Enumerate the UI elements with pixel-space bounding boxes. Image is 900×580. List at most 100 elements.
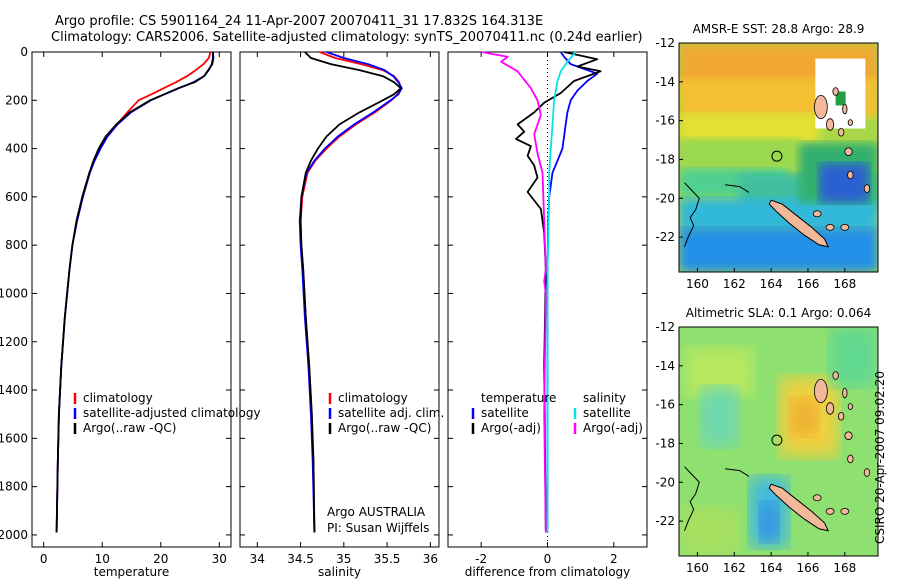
sst-field-patch [679, 228, 878, 272]
map-title: Altimetric SLA: 0.1 Argo: 0.064 [686, 306, 871, 320]
x-tick-label: 164 [760, 277, 783, 291]
series-line-satellite-adj-clim- [298, 51, 403, 533]
loyalty-island [812, 210, 822, 218]
credit-text: Argo AUSTRALIA [327, 505, 426, 519]
plot-frame [239, 51, 440, 548]
float-position-marker [771, 434, 783, 446]
x-axis-label: salinity [318, 565, 361, 579]
x-tick-label: 34 [250, 552, 265, 566]
x-tick-label: 20 [153, 552, 168, 566]
x-tick-label: 10 [95, 552, 110, 566]
map-panel-2: Altimetric SLA: 0.1 Argo: 0.064 160 162 164… [655, 306, 879, 575]
new-caledonia-island [768, 483, 830, 532]
reef-contour [725, 184, 750, 193]
sla-field-patch [679, 507, 739, 556]
y-tick-label: -16 [655, 114, 675, 128]
sst-field-patch [819, 163, 869, 203]
series-line-argo-raw-qc- [55, 51, 215, 533]
series-line-temperature-satellite [546, 51, 599, 531]
small-island [832, 371, 839, 380]
y-tick-label: -12 [655, 320, 675, 334]
figure-title-line1: Argo profile: CS 5901164_24 11-Apr-2007 … [55, 14, 544, 29]
small-island [832, 87, 839, 96]
loyalty-island [840, 223, 850, 231]
y-tick-label: 1800 [0, 480, 28, 494]
x-axis-label: difference from climatology [465, 565, 631, 579]
pi-text: PI: Susan Wijffels [327, 521, 429, 535]
series-line-argo-raw-qc- [299, 51, 402, 533]
small-island [847, 170, 854, 180]
small-island [863, 468, 871, 477]
small-island [837, 127, 845, 137]
legend-entry: climatology [83, 391, 153, 405]
map-panel-1: AMSR-E SST: 28.8 Argo: 28.9 160 162 164 166 1… [655, 22, 879, 291]
x-tick-label: 162 [723, 561, 746, 575]
x-tick-label: 166 [797, 561, 820, 575]
loyalty-island [812, 494, 822, 502]
legend-entry: Argo(-adj) [481, 421, 541, 435]
y-tick-label: -20 [655, 191, 675, 205]
x-tick-label: 162 [723, 277, 746, 291]
reef-contour [684, 182, 700, 247]
map-frame [678, 326, 879, 557]
y-tick-label: 2000 [0, 528, 28, 542]
y-tick-label: 600 [5, 190, 28, 204]
y-tick-label: 1400 [0, 383, 28, 397]
y-tick-label: 800 [5, 238, 28, 252]
x-tick-label: 168 [833, 561, 856, 575]
sla-field-patch [699, 387, 739, 447]
x-tick-label: 34.5 [287, 552, 314, 566]
reef-contour [684, 466, 700, 531]
x-tick-label: 0 [40, 552, 48, 566]
y-tick-label: 0 [20, 45, 28, 59]
x-tick-label: 35.5 [374, 552, 401, 566]
map-field [679, 327, 878, 556]
x-tick-label: 0 [544, 552, 552, 566]
legend-entry: Argo(..raw -QC) [338, 421, 431, 435]
new-caledonia-island [768, 199, 830, 248]
y-tick-label: -12 [655, 36, 675, 50]
small-island [826, 402, 835, 415]
legend-entry: satellite [583, 406, 631, 420]
legend-entry: Argo(..raw -QC) [83, 421, 176, 435]
profile-panel-1: 0 10 20 30 0 200 400 600 800 1000 1200 1400 1600 1800… [0, 45, 261, 579]
y-tick-label: 200 [5, 93, 28, 107]
series-line-satellite-adjusted-climatology [55, 52, 214, 533]
small-island [847, 119, 853, 126]
small-island [863, 184, 871, 193]
series-line-salinity-argo-adj- [481, 51, 547, 533]
map-title: AMSR-E SST: 28.8 Argo: 28.9 [693, 22, 865, 36]
y-tick-label: -22 [655, 230, 675, 244]
small-island [847, 403, 853, 410]
figure-title-line2: Climatology: CARS2006. Satellite-adjuste… [51, 30, 643, 45]
small-island [842, 103, 848, 115]
small-island [837, 411, 845, 421]
side-timestamp-label: CSIRO 20-Apr-2007 09:02:20 [873, 371, 887, 544]
small-island [842, 387, 848, 399]
legend-entry: Argo(-adj) [583, 421, 643, 435]
x-tick-label: 30 [212, 552, 227, 566]
small-island [826, 118, 835, 131]
small-island [847, 454, 854, 464]
sst-pixel [835, 91, 846, 106]
series-line-climatology [299, 51, 402, 533]
y-tick-label: -16 [655, 398, 675, 412]
profile-panel-2: 34 34.5 35 35.5 36 salinity climatologysatelli… [239, 51, 444, 579]
legend-entry: climatology [338, 391, 408, 405]
loyalty-island [825, 507, 835, 515]
y-tick-label: -20 [655, 475, 675, 489]
x-tick-label: -2 [475, 552, 487, 566]
x-tick-label: 160 [686, 277, 709, 291]
x-tick-label: 2 [610, 552, 618, 566]
x-tick-label: 35 [336, 552, 351, 566]
x-tick-label: 36 [423, 552, 438, 566]
legend-entry: salinity [583, 391, 626, 405]
y-tick-label: 1600 [0, 431, 28, 445]
y-tick-label: -18 [655, 436, 675, 450]
x-tick-label: 164 [760, 561, 783, 575]
small-island [844, 147, 853, 156]
